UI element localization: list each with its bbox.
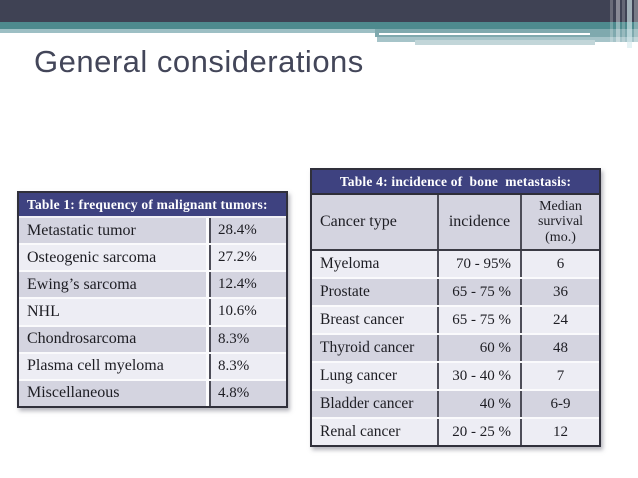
table-row: Lung cancer 30 - 40 % 7 xyxy=(312,361,599,389)
tumor-type-cell: Osteogenic sarcoma xyxy=(19,245,209,271)
corner-stripe xyxy=(610,0,613,43)
tumor-type-cell: NHL xyxy=(19,299,209,325)
table-row: Chondrosarcoma 8.3% xyxy=(19,324,286,352)
table-row: Bladder cancer 40 % 6-9 xyxy=(312,389,599,417)
incidence-cell: 30 - 40 % xyxy=(437,363,522,389)
table4-column-header-row: Cancer type incidence Median survival (m… xyxy=(312,195,599,251)
survival-cell: 6 xyxy=(556,255,565,272)
table-row: Prostate 65 - 75 % 36 xyxy=(312,277,599,305)
tumor-type-cell: Ewing’s sarcoma xyxy=(19,272,209,298)
frequency-cell: 10.6% xyxy=(209,299,286,325)
cancer-type-cell: Prostate xyxy=(320,283,370,300)
table-row: Metastatic tumor 28.4% xyxy=(19,218,286,244)
survival-cell: 7 xyxy=(556,367,565,384)
table-row: Thyroid cancer 60 % 48 xyxy=(312,333,599,361)
tumor-type-cell: Miscellaneous xyxy=(19,380,209,406)
frequency-cell: 12.4% xyxy=(209,272,286,298)
banner-teal-bar xyxy=(0,22,638,29)
corner-stripe xyxy=(634,0,638,42)
tumor-type-cell: Plasma cell myeloma xyxy=(19,353,209,379)
cancer-type-cell: Thyroid cancer xyxy=(320,339,415,356)
table1-frequency-of-malignant-tumors: Table 1: frequency of malignant tumors: … xyxy=(17,191,288,408)
survival-cell: 12 xyxy=(553,423,568,440)
corner-stripe xyxy=(616,0,620,43)
tumor-type-cell: Metastatic tumor xyxy=(19,218,209,244)
incidence-cell: 40 % xyxy=(437,391,522,417)
table4-rows: Myeloma 70 - 95% 6 Prostate 65 - 75 % 36… xyxy=(312,251,599,445)
table4-incidence-of-bone-metastasis: Table 4: incidence of bone metastasis: C… xyxy=(310,168,601,447)
banner-dark-bar xyxy=(0,0,638,22)
cancer-type-cell: Bladder cancer xyxy=(320,395,414,412)
slide-title: General considerations xyxy=(34,44,364,79)
frequency-cell: 8.3% xyxy=(209,326,286,352)
table-row: Ewing’s sarcoma 12.4% xyxy=(19,270,286,298)
incidence-cell: 70 - 95% xyxy=(437,251,522,277)
corner-stripe xyxy=(622,0,625,46)
cancer-type-cell: Myeloma xyxy=(320,255,380,272)
banner-right-accent-2 xyxy=(377,37,638,42)
cancer-type-cell: Breast cancer xyxy=(320,311,404,328)
column-header-median-survival: Median survival (mo.) xyxy=(537,199,584,245)
incidence-cell: 20 - 25 % xyxy=(437,419,522,445)
incidence-cell: 65 - 75 % xyxy=(437,279,522,305)
banner-white-line xyxy=(379,33,590,35)
incidence-cell: 65 - 75 % xyxy=(437,307,522,333)
frequency-cell: 8.3% xyxy=(209,353,286,379)
table-row: NHL 10.6% xyxy=(19,297,286,325)
survival-cell: 24 xyxy=(553,311,568,328)
frequency-cell: 27.2% xyxy=(209,245,286,271)
frequency-cell: 28.4% xyxy=(209,218,286,244)
survival-cell: 36 xyxy=(553,283,568,300)
frequency-cell: 4.8% xyxy=(209,380,286,406)
banner-light-teal-bar xyxy=(0,29,638,33)
column-header-cancer-type: Cancer type xyxy=(320,213,397,230)
tumor-type-cell: Chondrosarcoma xyxy=(19,326,209,352)
table-row: Plasma cell myeloma 8.3% xyxy=(19,351,286,379)
table1-rows: Metastatic tumor 28.4% Osteogenic sarcom… xyxy=(19,218,286,406)
table1-title: Table 1: frequency of malignant tumors: xyxy=(19,193,286,218)
column-header-incidence: incidence xyxy=(437,195,522,249)
table-row: Myeloma 70 - 95% 6 xyxy=(312,251,599,277)
table4-title: Table 4: incidence of bone metastasis: xyxy=(312,170,599,195)
corner-stripe xyxy=(627,0,632,48)
table-row: Miscellaneous 4.8% xyxy=(19,378,286,406)
banner-right-accent-3 xyxy=(415,40,595,45)
cancer-type-cell: Renal cancer xyxy=(320,423,401,440)
survival-cell: 6-9 xyxy=(550,395,571,412)
table-row: Osteogenic sarcoma 27.2% xyxy=(19,243,286,271)
table-row: Breast cancer 65 - 75 % 24 xyxy=(312,305,599,333)
cancer-type-cell: Lung cancer xyxy=(320,367,398,384)
survival-cell: 48 xyxy=(553,339,568,356)
table-row: Renal cancer 20 - 25 % 12 xyxy=(312,417,599,445)
incidence-cell: 60 % xyxy=(437,335,522,361)
